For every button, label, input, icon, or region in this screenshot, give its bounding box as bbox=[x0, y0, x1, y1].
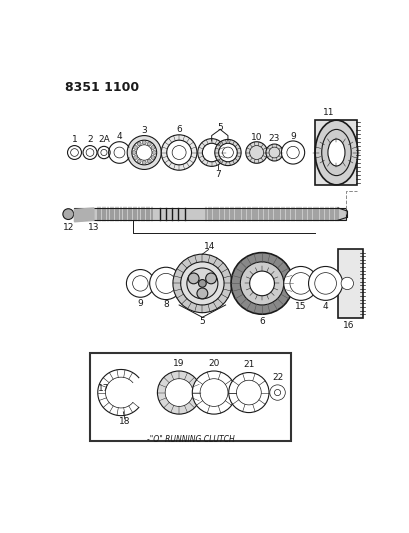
Circle shape bbox=[166, 140, 191, 165]
Circle shape bbox=[188, 273, 199, 284]
Circle shape bbox=[97, 147, 110, 159]
Circle shape bbox=[63, 209, 74, 220]
Circle shape bbox=[133, 146, 137, 149]
Text: 9: 9 bbox=[137, 299, 143, 308]
Circle shape bbox=[283, 266, 317, 301]
Text: 12: 12 bbox=[63, 223, 74, 232]
Text: 23: 23 bbox=[268, 134, 279, 143]
Circle shape bbox=[218, 143, 237, 161]
Text: 16: 16 bbox=[342, 321, 354, 330]
Text: 20: 20 bbox=[208, 359, 219, 368]
Circle shape bbox=[202, 143, 220, 161]
Ellipse shape bbox=[315, 120, 357, 185]
Text: 2: 2 bbox=[87, 135, 92, 144]
Circle shape bbox=[83, 146, 97, 159]
Text: 4: 4 bbox=[116, 132, 122, 141]
Circle shape bbox=[137, 142, 141, 146]
Circle shape bbox=[147, 142, 151, 146]
Circle shape bbox=[149, 267, 182, 300]
Text: 19: 19 bbox=[173, 359, 184, 368]
Text: -"O" RUNNING CLUTCH: -"O" RUNNING CLUTCH bbox=[146, 435, 234, 444]
Text: 8: 8 bbox=[163, 301, 169, 310]
Circle shape bbox=[157, 371, 200, 414]
Text: 18: 18 bbox=[119, 417, 130, 426]
Circle shape bbox=[308, 266, 342, 301]
Circle shape bbox=[126, 270, 154, 297]
Circle shape bbox=[240, 262, 283, 305]
Ellipse shape bbox=[327, 139, 344, 166]
Text: 21: 21 bbox=[243, 360, 254, 369]
Circle shape bbox=[151, 146, 155, 149]
Circle shape bbox=[228, 373, 268, 413]
Circle shape bbox=[137, 159, 141, 163]
Text: 10: 10 bbox=[250, 133, 262, 142]
Circle shape bbox=[231, 253, 292, 314]
Text: 3: 3 bbox=[141, 126, 147, 135]
Polygon shape bbox=[74, 208, 94, 222]
Circle shape bbox=[205, 273, 216, 284]
Bar bbox=[74, 208, 345, 220]
Circle shape bbox=[132, 151, 136, 155]
Circle shape bbox=[133, 156, 137, 159]
Circle shape bbox=[67, 146, 81, 159]
Circle shape bbox=[165, 379, 193, 407]
Text: 7: 7 bbox=[214, 169, 220, 179]
Text: 4: 4 bbox=[322, 302, 328, 311]
Ellipse shape bbox=[321, 130, 351, 175]
Text: 22: 22 bbox=[271, 373, 283, 382]
Circle shape bbox=[147, 159, 151, 163]
Circle shape bbox=[281, 141, 304, 164]
Circle shape bbox=[187, 268, 217, 299]
Circle shape bbox=[180, 262, 224, 305]
Text: 15: 15 bbox=[294, 302, 306, 311]
Circle shape bbox=[161, 135, 196, 170]
Bar bbox=[314, 120, 357, 185]
Text: 2A: 2A bbox=[98, 135, 110, 144]
Circle shape bbox=[173, 254, 231, 313]
Text: 5: 5 bbox=[199, 318, 205, 326]
Circle shape bbox=[249, 271, 274, 296]
Text: 17: 17 bbox=[98, 384, 110, 393]
Circle shape bbox=[340, 277, 353, 289]
Circle shape bbox=[245, 142, 267, 163]
Text: 8351 1100: 8351 1100 bbox=[65, 81, 139, 94]
Circle shape bbox=[142, 160, 146, 165]
Text: 6: 6 bbox=[258, 318, 264, 326]
Text: 6: 6 bbox=[176, 125, 182, 134]
Circle shape bbox=[198, 280, 206, 287]
Circle shape bbox=[127, 135, 161, 169]
Circle shape bbox=[197, 139, 225, 166]
Text: 13: 13 bbox=[88, 223, 99, 232]
Text: 5: 5 bbox=[217, 123, 222, 132]
Text: 11: 11 bbox=[322, 108, 334, 117]
Circle shape bbox=[151, 156, 155, 159]
Circle shape bbox=[192, 371, 235, 414]
Bar bbox=[337, 249, 362, 318]
Text: 1: 1 bbox=[72, 135, 77, 144]
Circle shape bbox=[196, 288, 207, 299]
Circle shape bbox=[142, 141, 146, 144]
Circle shape bbox=[214, 140, 240, 166]
Circle shape bbox=[265, 144, 282, 161]
Circle shape bbox=[152, 151, 156, 155]
Text: 14: 14 bbox=[204, 242, 215, 251]
Text: 9: 9 bbox=[290, 132, 295, 141]
Circle shape bbox=[132, 140, 156, 165]
Circle shape bbox=[269, 385, 285, 400]
Bar bbox=[90, 353, 291, 441]
